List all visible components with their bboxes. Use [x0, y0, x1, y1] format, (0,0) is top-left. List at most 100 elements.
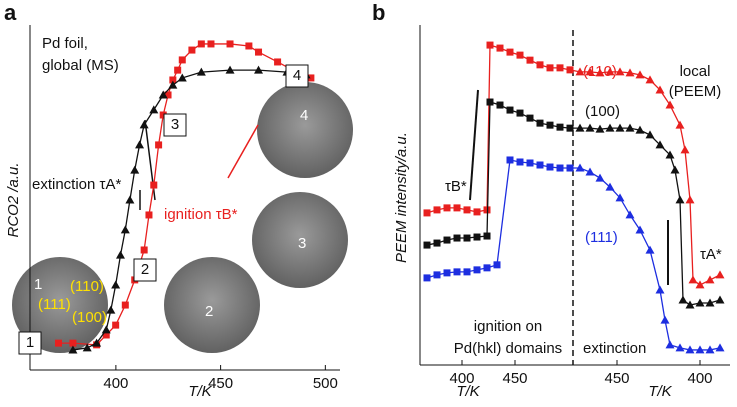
marker	[225, 65, 235, 74]
marker	[196, 67, 206, 76]
marker	[615, 123, 625, 132]
marker	[546, 163, 554, 171]
marker	[506, 156, 514, 164]
marker	[115, 250, 125, 259]
marker	[685, 195, 695, 204]
marker	[526, 114, 534, 122]
annotation: ignition on	[474, 318, 542, 335]
marker	[433, 206, 441, 214]
marker	[102, 331, 110, 339]
marker	[575, 67, 585, 76]
marker	[453, 268, 461, 276]
annotation: local	[680, 63, 711, 80]
marker	[168, 80, 178, 89]
marker	[670, 165, 680, 174]
marker	[307, 74, 315, 82]
annotation: global (MS)	[42, 57, 119, 74]
annotation: extinction	[583, 340, 646, 357]
marker	[463, 268, 471, 276]
marker	[575, 123, 585, 132]
marker	[705, 275, 715, 284]
label-box	[133, 258, 157, 282]
marker	[188, 46, 196, 54]
marker	[566, 66, 574, 74]
annotation: τA*	[700, 246, 722, 263]
marker	[483, 232, 491, 240]
marker	[705, 345, 715, 354]
marker	[605, 123, 615, 132]
marker	[675, 120, 685, 129]
marker	[660, 315, 670, 324]
marker	[595, 124, 605, 133]
annotation: τB*	[445, 178, 467, 195]
marker	[255, 48, 263, 56]
annotation: 3	[298, 235, 306, 252]
marker	[496, 101, 504, 109]
annotation: 2	[205, 303, 213, 320]
annotation: (PEEM)	[669, 83, 722, 100]
marker	[585, 67, 595, 76]
marker	[443, 236, 451, 244]
marker	[536, 119, 544, 127]
series-name: (111)	[585, 229, 618, 246]
marker	[486, 98, 494, 106]
marker	[443, 269, 451, 277]
label-box	[163, 113, 187, 137]
marker	[423, 209, 431, 217]
marker	[473, 208, 481, 216]
annotation: Pd foil,	[42, 35, 88, 52]
series-name: (100)	[585, 103, 620, 120]
marker	[685, 300, 695, 309]
annotation: (111)	[38, 296, 71, 313]
marker	[121, 301, 129, 309]
marker	[688, 275, 698, 284]
marker	[140, 246, 148, 254]
marker	[486, 41, 494, 49]
marker	[226, 40, 234, 48]
marker	[615, 67, 625, 76]
x-tick-label: 400	[449, 370, 474, 387]
marker	[111, 280, 121, 289]
marker	[516, 158, 524, 166]
x-tick-label: 450	[208, 375, 233, 392]
marker	[125, 195, 135, 204]
annotation: ignition τB*	[164, 206, 238, 223]
marker	[159, 111, 167, 119]
annotation: (100)	[72, 309, 107, 326]
marker	[546, 121, 554, 129]
marker	[493, 261, 501, 269]
marker	[150, 181, 158, 189]
marker	[453, 234, 461, 242]
annotation: 4	[300, 107, 308, 124]
marker	[695, 298, 705, 307]
marker	[178, 56, 186, 64]
marker	[169, 76, 177, 84]
marker	[254, 65, 264, 74]
marker	[566, 124, 574, 132]
x-tick-label: 450	[604, 370, 629, 387]
annotation: (110)	[70, 278, 104, 295]
marker	[112, 321, 120, 329]
marker	[155, 141, 163, 149]
marker	[245, 42, 253, 50]
marker	[68, 345, 78, 354]
marker	[158, 90, 168, 99]
marker	[625, 68, 635, 77]
marker	[164, 91, 172, 99]
marker	[506, 106, 514, 114]
series-name: (110)	[583, 63, 617, 80]
x-tick-label: 400	[687, 370, 712, 387]
annotation: Pd(hkl) domains	[454, 340, 562, 357]
marker	[177, 73, 187, 82]
marker	[605, 182, 615, 191]
marker	[423, 241, 431, 249]
annotation: 4	[293, 67, 301, 84]
marker	[463, 206, 471, 214]
annotation: 2	[141, 261, 149, 278]
marker	[54, 339, 62, 347]
marker	[526, 159, 534, 167]
marker	[82, 343, 92, 352]
marker	[635, 125, 645, 134]
marker	[135, 140, 145, 149]
marker	[556, 164, 564, 172]
